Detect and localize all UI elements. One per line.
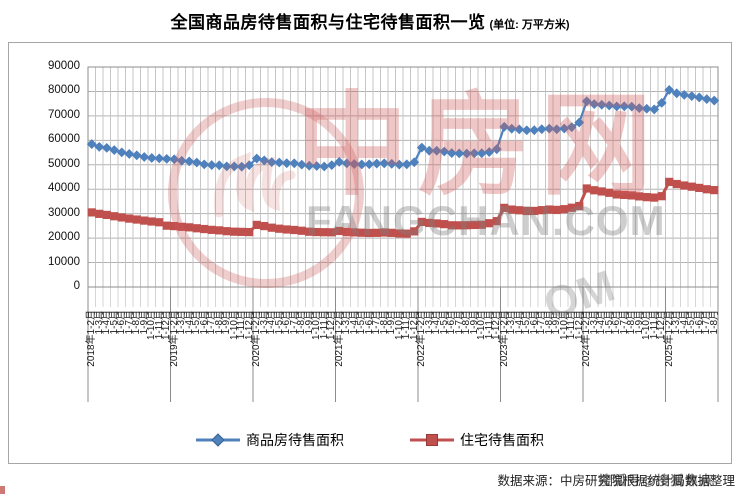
- y-axis-label: 50000: [48, 157, 80, 170]
- legend: 商品房待售面积 住宅待售面积: [0, 430, 740, 450]
- data-source-text: 数据来源：中房研究院根据统计局数据整理: [497, 474, 735, 488]
- legend-item-residential[interactable]: 住宅待售面积: [410, 430, 544, 450]
- y-axis-label: 40000: [48, 182, 80, 195]
- y-axis-label: 20000: [48, 231, 80, 244]
- y-axis-label: 90000: [48, 60, 80, 72]
- legend-label-commercial: 商品房待售面积: [246, 432, 344, 448]
- y-axis-label: 30000: [48, 206, 80, 219]
- legend-item-commercial[interactable]: 商品房待售面积: [196, 430, 344, 450]
- chart-container: [8, 42, 732, 464]
- title-unit: (单位: 万平方米): [489, 19, 570, 31]
- red-square-marker-icon: [410, 434, 454, 446]
- y-axis-label: 60000: [48, 133, 80, 146]
- y-axis-label: 10000: [48, 255, 80, 268]
- y-axis-label: 80000: [48, 84, 80, 97]
- corner-watermark-mark: [0, 486, 5, 494]
- page-title: 全国商品房待售面积与住宅待售面积一览: [170, 13, 486, 32]
- blue-diamond-marker-icon: [196, 433, 240, 447]
- footer-watermark-text: 搜狐号@搜狐焦点: [598, 473, 714, 488]
- x-axis-label: 1-8月: [708, 310, 720, 335]
- legend-label-residential: 住宅待售面积: [460, 432, 544, 448]
- y-axis-label: 70000: [48, 108, 80, 121]
- chart-title-row: 全国商品房待售面积与住宅待售面积一览 (单位: 万平方米): [0, 8, 740, 33]
- y-axis-label: 0: [73, 280, 80, 292]
